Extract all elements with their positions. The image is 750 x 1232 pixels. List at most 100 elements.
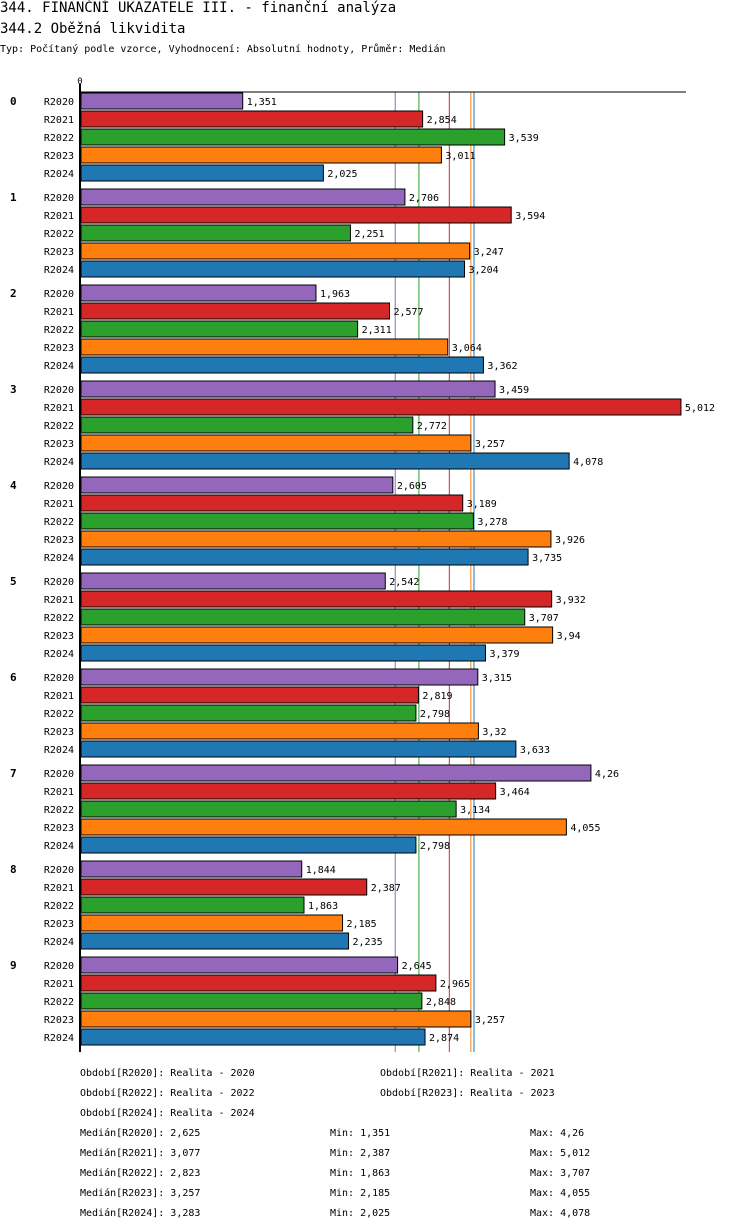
bar bbox=[80, 644, 486, 662]
bar bbox=[80, 398, 682, 416]
series-label: R2020 bbox=[44, 769, 74, 780]
bar bbox=[80, 860, 303, 878]
series-label: R2023 bbox=[44, 247, 74, 258]
bar bbox=[80, 878, 368, 896]
bar bbox=[80, 260, 466, 278]
series-label: R2021 bbox=[44, 211, 74, 222]
legend-period-r2021: Období[R2021]: Realita - 2021 bbox=[380, 1068, 555, 1079]
bar bbox=[80, 284, 317, 302]
stat-min-r2023: Min: 2,185 bbox=[330, 1188, 391, 1199]
series-label: R2020 bbox=[44, 961, 74, 972]
bar-value-label: 2,387 bbox=[371, 883, 401, 894]
bar bbox=[80, 452, 570, 470]
bar bbox=[80, 380, 496, 398]
series-label: R2023 bbox=[44, 919, 74, 930]
chart-info: Typ: Počítaný podle vzorce, Vyhodnocení:… bbox=[0, 44, 446, 55]
bar bbox=[80, 782, 497, 800]
bar bbox=[80, 302, 390, 320]
series-label: R2021 bbox=[44, 787, 74, 798]
series-label: R2022 bbox=[44, 229, 74, 240]
bar bbox=[80, 512, 474, 530]
bar-value-label: 2,645 bbox=[402, 961, 432, 972]
series-label: R2022 bbox=[44, 613, 74, 624]
bar-value-label: 3,539 bbox=[509, 133, 539, 144]
bar-value-label: 2,798 bbox=[420, 709, 450, 720]
bar-value-label: 3,064 bbox=[452, 343, 482, 354]
bar bbox=[80, 146, 442, 164]
stat-min-r2022: Min: 1,863 bbox=[330, 1168, 391, 1179]
bar-value-label: 3,204 bbox=[469, 265, 499, 276]
bar bbox=[80, 338, 449, 356]
bar bbox=[80, 494, 464, 512]
series-label: R2023 bbox=[44, 151, 74, 162]
series-label: R2020 bbox=[44, 481, 74, 492]
series-label: R2020 bbox=[44, 865, 74, 876]
bar-value-label: 3,932 bbox=[556, 595, 586, 606]
bar bbox=[80, 836, 417, 854]
stat-max-r2020: Max: 4,26 bbox=[530, 1128, 585, 1139]
bar-value-label: 3,633 bbox=[520, 745, 550, 756]
series-label: R2021 bbox=[44, 883, 74, 894]
bar bbox=[80, 416, 414, 434]
bar bbox=[80, 914, 344, 932]
bar-value-label: 5,012 bbox=[685, 403, 715, 414]
bar-value-label: 2,848 bbox=[426, 997, 456, 1008]
bar bbox=[80, 188, 406, 206]
series-label: R2022 bbox=[44, 997, 74, 1008]
bar-value-label: 3,94 bbox=[557, 631, 581, 642]
bar bbox=[80, 818, 567, 836]
series-label: R2023 bbox=[44, 343, 74, 354]
bar-value-label: 2,025 bbox=[327, 169, 357, 180]
bar-value-label: 4,055 bbox=[570, 823, 600, 834]
series-label: R2021 bbox=[44, 499, 74, 510]
series-label: R2023 bbox=[44, 535, 74, 546]
group-label: 5 bbox=[10, 575, 17, 588]
series-label: R2021 bbox=[44, 595, 74, 606]
series-label: R2024 bbox=[44, 841, 74, 852]
bar-value-label: 2,605 bbox=[397, 481, 427, 492]
group-label: 4 bbox=[10, 479, 17, 492]
stat-median-r2020: Medián[R2020]: 2,625 bbox=[80, 1128, 201, 1139]
bar bbox=[80, 626, 554, 644]
bar bbox=[80, 110, 424, 128]
bar bbox=[80, 956, 399, 974]
bar-value-label: 3,594 bbox=[515, 211, 545, 222]
stat-min-r2024: Min: 2,025 bbox=[330, 1208, 391, 1219]
bar-value-label: 3,134 bbox=[460, 805, 490, 816]
bar bbox=[80, 668, 479, 686]
series-label: R2020 bbox=[44, 385, 74, 396]
bar bbox=[80, 722, 479, 740]
series-label: R2021 bbox=[44, 979, 74, 990]
series-label: R2024 bbox=[44, 457, 74, 468]
bar-value-label: 3,257 bbox=[475, 439, 505, 450]
bar-value-label: 1,963 bbox=[320, 289, 350, 300]
bar-value-label: 2,577 bbox=[393, 307, 423, 318]
bar bbox=[80, 686, 419, 704]
bar bbox=[80, 530, 552, 548]
stat-median-r2021: Medián[R2021]: 3,077 bbox=[80, 1148, 201, 1159]
page-title: 344. FINANČNÍ UKAZATELE III. - finanční … bbox=[0, 0, 397, 16]
bar-value-label: 3,257 bbox=[475, 1015, 505, 1026]
bar-value-label: 1,863 bbox=[308, 901, 338, 912]
bar-value-label: 2,798 bbox=[420, 841, 450, 852]
series-label: R2021 bbox=[44, 403, 74, 414]
group-label: 0 bbox=[10, 95, 17, 108]
bar bbox=[80, 740, 517, 758]
legend-period-r2020: Období[R2020]: Realita - 2020 bbox=[80, 1068, 255, 1079]
bar bbox=[80, 896, 305, 914]
series-label: R2023 bbox=[44, 727, 74, 738]
bar bbox=[80, 1010, 472, 1028]
bar-value-label: 3,707 bbox=[529, 613, 559, 624]
bar-value-label: 4,078 bbox=[573, 457, 603, 468]
series-label: R2024 bbox=[44, 169, 74, 180]
legend-period-r2022: Období[R2022]: Realita - 2022 bbox=[80, 1088, 255, 1099]
bar-value-label: 2,251 bbox=[354, 229, 384, 240]
bar-value-label: 3,459 bbox=[499, 385, 529, 396]
series-label: R2020 bbox=[44, 97, 74, 108]
series-label: R2024 bbox=[44, 361, 74, 372]
bar-value-label: 2,965 bbox=[440, 979, 470, 990]
bar-value-label: 3,315 bbox=[482, 673, 512, 684]
bar bbox=[80, 548, 529, 566]
series-label: R2020 bbox=[44, 289, 74, 300]
